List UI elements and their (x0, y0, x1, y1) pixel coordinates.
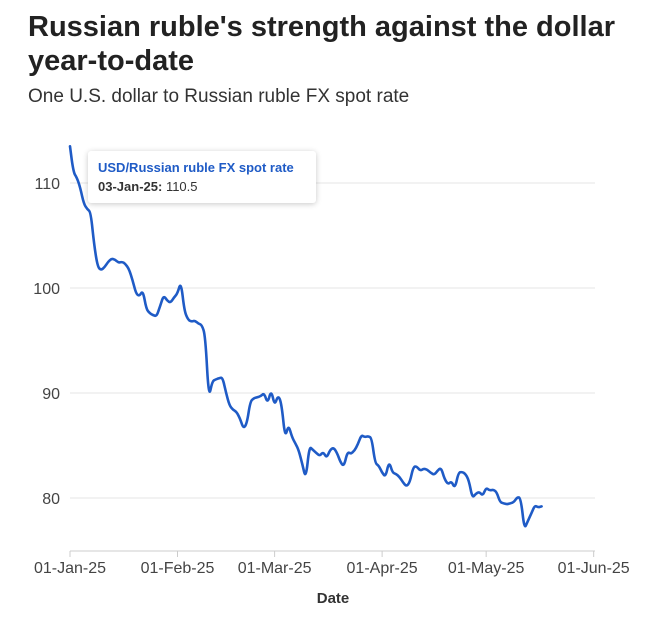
x-tick-label-01-Jun-25: 01-Jun-25 (558, 560, 630, 577)
data-tooltip: USD/Russian ruble FX spot rate 03-Jan-25… (88, 151, 316, 203)
gridlines (70, 182, 595, 552)
y-tick-label-100: 100 (33, 281, 60, 298)
tooltip-date: 03-Jan-25: (98, 179, 163, 194)
chart-title: Russian ruble's strength against the dol… (28, 11, 616, 77)
y-tick-label-90: 90 (42, 386, 60, 403)
tooltip-value: 110.5 (165, 179, 198, 194)
series-group (68, 145, 543, 528)
x-axis-ticks: 01-Jan-25 01-Feb-25 01-Mar-25 01-Apr-25 01-M… (34, 551, 630, 577)
series-line-0 (68, 145, 543, 528)
x-tick-label-01-Jan-25: 01-Jan-25 (34, 560, 106, 577)
x-tick-label-01-Feb-25: 01-Feb-25 (141, 560, 215, 577)
x-tick-label-01-May-25: 01-May-25 (448, 560, 525, 577)
y-axis-ticks: 80 90 100 110 (33, 176, 60, 508)
y-tick-label-80: 80 (42, 491, 60, 508)
y-tick-label-110: 110 (34, 176, 60, 193)
tooltip-series-name: USD/Russian ruble FX spot rate (98, 160, 294, 175)
tooltip-value-row: 03-Jan-25: 110.5 (98, 177, 306, 197)
x-tick-label-01-Apr-25: 01-Apr-25 (347, 560, 418, 577)
chart-subtitle: One U.S. dollar to Russian ruble FX spot… (28, 86, 410, 107)
x-axis-label: Date (317, 590, 350, 607)
x-tick-label-01-Mar-25: 01-Mar-25 (238, 560, 312, 577)
